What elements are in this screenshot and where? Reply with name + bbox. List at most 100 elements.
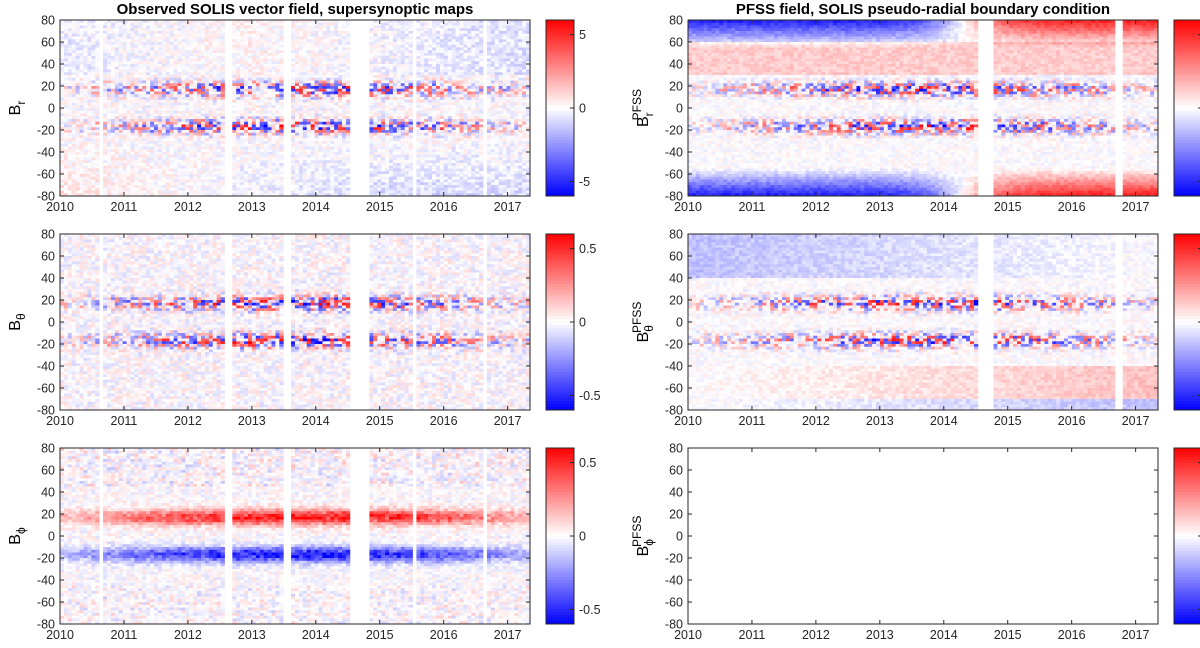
heatmap-cell — [142, 100, 146, 103]
heatmap-cell — [134, 155, 138, 158]
heatmap-cell — [111, 26, 115, 29]
heatmap-cell — [103, 50, 107, 53]
heatmap-cell — [150, 23, 154, 26]
heatmap-cell — [142, 125, 146, 128]
heatmap-cell — [119, 78, 123, 81]
heatmap-cell — [84, 174, 88, 177]
heatmap-cell — [107, 125, 111, 128]
heatmap-cell — [142, 75, 146, 78]
heatmap-cell — [107, 147, 111, 150]
heatmap-cell — [119, 158, 123, 161]
heatmap-cell — [111, 89, 115, 92]
heatmap-cell — [127, 122, 131, 125]
heatmap-cell — [87, 191, 91, 194]
heatmap-cell — [64, 67, 68, 70]
heatmap-cell — [84, 152, 88, 155]
heatmap-cell — [60, 31, 64, 34]
heatmap-cell — [72, 152, 76, 155]
heatmap-cell — [138, 166, 142, 169]
heatmap-cell — [131, 127, 135, 130]
heatmap-cell — [68, 144, 72, 147]
heatmap-cell — [76, 182, 80, 185]
heatmap-cell — [123, 185, 127, 188]
heatmap-cell — [115, 86, 119, 89]
heatmap-cell — [123, 111, 127, 114]
heatmap-cell — [103, 83, 107, 86]
heatmap-cell — [127, 86, 131, 89]
heatmap-cell — [103, 37, 107, 40]
heatmap-cell — [123, 122, 127, 125]
heatmap-cell — [95, 42, 99, 45]
heatmap-cell — [142, 64, 146, 67]
heatmap-cell — [84, 78, 88, 81]
heatmap-cell — [72, 169, 76, 172]
heatmap-cell — [72, 105, 76, 108]
heatmap-cell — [80, 48, 84, 51]
heatmap-cell — [64, 37, 68, 40]
heatmap-cell — [72, 122, 76, 125]
heatmap-cell — [127, 188, 131, 191]
heatmap-cell — [68, 171, 72, 174]
heatmap-cell — [146, 180, 150, 183]
heatmap-cell — [115, 48, 119, 51]
heatmap-cell — [138, 56, 142, 59]
heatmap-cell — [115, 23, 119, 26]
heatmap-cell — [123, 152, 127, 155]
heatmap-cell — [134, 56, 138, 59]
heatmap-cell — [134, 182, 138, 185]
heatmap-cell — [72, 125, 76, 128]
heatmap-cell — [84, 185, 88, 188]
heatmap-cell — [107, 136, 111, 139]
heatmap-cell — [84, 182, 88, 185]
heatmap-cell — [64, 100, 68, 103]
heatmap-cell — [123, 59, 127, 62]
heatmap-cell — [60, 188, 64, 191]
heatmap-cell — [64, 188, 68, 191]
heatmap-cell — [91, 114, 95, 117]
heatmap-cell — [131, 92, 135, 95]
heatmap-cell — [131, 70, 135, 73]
heatmap-cell — [87, 67, 91, 70]
heatmap-cell — [123, 163, 127, 166]
heatmap-cell — [103, 160, 107, 163]
heatmap-cell — [119, 108, 123, 111]
heatmap-cell — [127, 39, 131, 42]
heatmap-cell — [80, 59, 84, 62]
heatmap-cell — [134, 48, 138, 51]
heatmap-cell — [76, 185, 80, 188]
heatmap-cell — [107, 28, 111, 31]
heatmap-cell — [72, 59, 76, 62]
heatmap-cell — [138, 144, 142, 147]
heatmap-cell — [111, 171, 115, 174]
heatmap-cell — [123, 177, 127, 180]
heatmap-cell — [76, 158, 80, 161]
heatmap-cell — [119, 114, 123, 117]
heatmap-cell — [131, 78, 135, 81]
heatmap-cell — [111, 56, 115, 59]
heatmap-cell — [115, 152, 119, 155]
heatmap-cell — [119, 89, 123, 92]
heatmap-cell — [68, 116, 72, 119]
heatmap-cell — [123, 23, 127, 26]
heatmap-cell — [131, 125, 135, 128]
heatmap-cell — [103, 103, 107, 106]
heatmap-cell — [64, 70, 68, 73]
heatmap-cell — [134, 108, 138, 111]
heatmap-cell — [146, 111, 150, 114]
heatmap-cell — [103, 141, 107, 144]
heatmap-cell — [87, 116, 91, 119]
heatmap-cell — [72, 70, 76, 73]
heatmap-cell — [131, 133, 135, 136]
heatmap-cell — [142, 45, 146, 48]
heatmap-cell — [91, 75, 95, 78]
heatmap-cell — [123, 92, 127, 95]
heatmap-cell — [134, 188, 138, 191]
heatmap-cell — [134, 152, 138, 155]
heatmap-cell — [127, 45, 131, 48]
heatmap-cell — [72, 114, 76, 117]
heatmap-cell — [107, 103, 111, 106]
heatmap-cell — [87, 163, 91, 166]
heatmap-cell — [91, 45, 95, 48]
heatmap-cell — [76, 116, 80, 119]
heatmap-cell — [84, 155, 88, 158]
